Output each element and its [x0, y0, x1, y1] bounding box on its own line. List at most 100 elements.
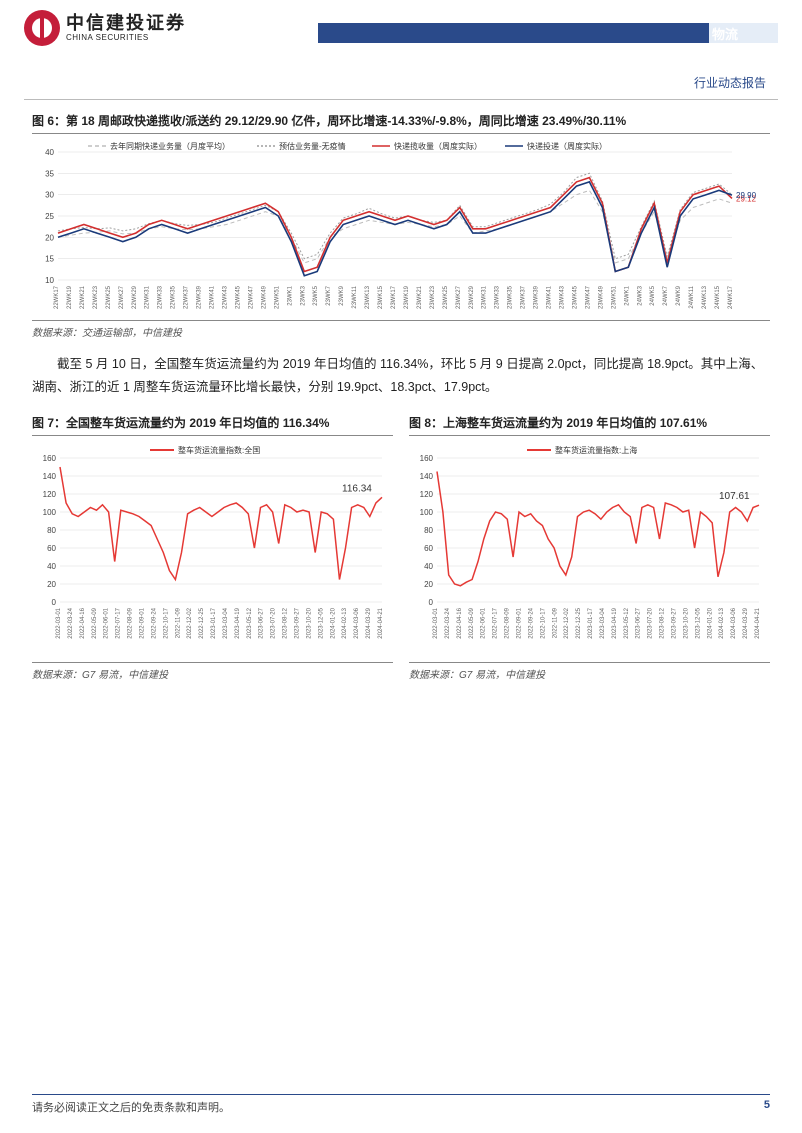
- svg-text:2022-05-09: 2022-05-09: [469, 607, 475, 638]
- svg-text:23WK17: 23WK17: [391, 285, 397, 309]
- svg-text:2023-12-05: 2023-12-05: [695, 607, 701, 638]
- svg-text:2023-07-20: 2023-07-20: [648, 607, 654, 638]
- svg-text:2022-12-25: 2022-12-25: [576, 607, 582, 638]
- category-label: 物流: [712, 24, 738, 43]
- fig8-svg: 020406080100120140160整车货运流量指数:上海107.6120…: [409, 440, 769, 660]
- svg-text:22WK35: 22WK35: [171, 285, 177, 309]
- svg-text:23WK51: 23WK51: [611, 285, 617, 309]
- svg-text:23WK9: 23WK9: [339, 285, 345, 305]
- svg-text:25: 25: [45, 212, 54, 221]
- svg-text:22WK47: 22WK47: [248, 285, 254, 309]
- svg-text:2022-09-24: 2022-09-24: [151, 607, 157, 638]
- svg-text:24WK7: 24WK7: [663, 285, 669, 305]
- page-footer: 请务必阅读正文之后的免责条款和声明。 5: [32, 1094, 770, 1115]
- svg-text:2023-10-20: 2023-10-20: [683, 607, 689, 638]
- svg-text:整车货运流量指数:全国: 整车货运流量指数:全国: [178, 445, 260, 455]
- svg-text:2024-02-13: 2024-02-13: [342, 607, 348, 638]
- fig7-chart: 020406080100120140160整车货运流量指数:全国116.3420…: [32, 440, 393, 660]
- svg-text:2023-08-12: 2023-08-12: [283, 607, 289, 638]
- svg-text:2022-07-17: 2022-07-17: [116, 607, 122, 638]
- svg-text:24WK9: 24WK9: [676, 285, 682, 305]
- report-header: 中信建投证券 CHINA SECURITIES 物流: [0, 0, 802, 68]
- svg-text:2022-07-17: 2022-07-17: [493, 607, 499, 638]
- svg-text:22WK51: 22WK51: [274, 285, 280, 309]
- svg-text:2023-03-04: 2023-03-04: [600, 607, 606, 638]
- svg-text:24WK15: 24WK15: [715, 285, 721, 309]
- fig7-title: 图 7：全国整车货运流量约为 2019 年日均值的 116.34%: [32, 408, 393, 436]
- svg-text:22WK37: 22WK37: [184, 285, 190, 309]
- svg-text:22WK19: 22WK19: [67, 285, 73, 309]
- logo-icon: [24, 10, 60, 46]
- svg-text:2022-05-09: 2022-05-09: [92, 607, 98, 638]
- svg-text:2023-08-12: 2023-08-12: [660, 607, 666, 638]
- fig7-column: 图 7：全国整车货运流量约为 2019 年日均值的 116.34% 020406…: [32, 408, 393, 681]
- svg-text:2024-04-21: 2024-04-21: [755, 607, 761, 638]
- svg-text:160: 160: [420, 454, 434, 463]
- svg-text:2024-04-21: 2024-04-21: [378, 607, 384, 638]
- svg-text:2022-11-09: 2022-11-09: [552, 607, 558, 638]
- svg-text:23WK23: 23WK23: [430, 285, 436, 309]
- svg-text:140: 140: [420, 472, 434, 481]
- svg-text:23WK27: 23WK27: [456, 285, 462, 309]
- svg-text:2022-06-01: 2022-06-01: [104, 607, 110, 638]
- svg-text:23WK5: 23WK5: [313, 285, 319, 305]
- svg-text:2022-09-01: 2022-09-01: [139, 607, 145, 638]
- fig6-source: 数据来源：交通运输部，中信建投: [32, 320, 770, 339]
- svg-text:快递投递（周度实际）: 快递投递（周度实际）: [527, 141, 607, 151]
- svg-text:22WK23: 22WK23: [93, 285, 99, 309]
- svg-text:24WK5: 24WK5: [650, 285, 656, 305]
- svg-text:23WK31: 23WK31: [482, 285, 488, 309]
- logo-text-cn: 中信建投证券: [66, 14, 186, 34]
- svg-text:23WK3: 23WK3: [300, 285, 306, 305]
- fig6-svg: 10152025303540去年同期快递业务量（月度平均）预估业务量-无疫情快递…: [32, 138, 770, 318]
- svg-text:2022-12-25: 2022-12-25: [199, 607, 205, 638]
- svg-text:2024-01-20: 2024-01-20: [330, 607, 336, 638]
- svg-text:22WK21: 22WK21: [80, 285, 86, 309]
- svg-text:2022-06-01: 2022-06-01: [481, 607, 487, 638]
- footer-rule: [32, 1094, 770, 1095]
- svg-text:35: 35: [45, 169, 54, 178]
- svg-text:2023-09-27: 2023-09-27: [295, 607, 301, 638]
- svg-text:60: 60: [424, 544, 433, 553]
- svg-text:2023-04-19: 2023-04-19: [235, 607, 241, 638]
- svg-text:0: 0: [52, 598, 57, 607]
- svg-text:22WK33: 22WK33: [158, 285, 164, 309]
- fig7-svg: 020406080100120140160整车货运流量指数:全国116.3420…: [32, 440, 392, 660]
- svg-text:23WK19: 23WK19: [404, 285, 410, 309]
- svg-text:10: 10: [45, 276, 54, 285]
- disclaimer-text: 请务必阅读正文之后的免责条款和声明。: [32, 1099, 230, 1115]
- svg-text:22WK29: 22WK29: [132, 285, 138, 309]
- svg-text:去年同期快递业务量（月度平均）: 去年同期快递业务量（月度平均）: [110, 141, 230, 151]
- svg-text:107.61: 107.61: [719, 491, 750, 502]
- svg-text:22WK45: 22WK45: [235, 285, 241, 309]
- svg-text:2023-06-27: 2023-06-27: [636, 607, 642, 638]
- body-paragraph: 截至 5 月 10 日，全国整车货运流量约为 2019 年日均值的 116.34…: [32, 353, 770, 398]
- two-column-charts: 图 7：全国整车货运流量约为 2019 年日均值的 116.34% 020406…: [32, 408, 770, 681]
- svg-text:0: 0: [429, 598, 434, 607]
- svg-text:2022-09-24: 2022-09-24: [528, 607, 534, 638]
- svg-text:24WK11: 24WK11: [689, 285, 695, 308]
- svg-text:24WK13: 24WK13: [702, 285, 708, 309]
- svg-text:预估业务量-无疫情: 预估业务量-无疫情: [279, 141, 346, 151]
- svg-text:2023-12-05: 2023-12-05: [318, 607, 324, 638]
- svg-text:2022-03-24: 2022-03-24: [68, 607, 74, 638]
- svg-text:2024-03-29: 2024-03-29: [743, 607, 749, 638]
- svg-text:2024-03-29: 2024-03-29: [366, 607, 372, 638]
- svg-text:40: 40: [424, 562, 433, 571]
- svg-text:22WK27: 22WK27: [119, 285, 125, 309]
- svg-text:23WK7: 23WK7: [326, 285, 332, 305]
- svg-text:快递揽收量（周度实际）: 快递揽收量（周度实际）: [394, 141, 482, 151]
- svg-text:23WK33: 23WK33: [495, 285, 501, 309]
- svg-text:116.34: 116.34: [342, 483, 372, 494]
- svg-text:23WK47: 23WK47: [585, 285, 591, 309]
- svg-text:22WK25: 22WK25: [106, 285, 112, 309]
- svg-text:24WK1: 24WK1: [624, 285, 630, 305]
- header-stripe: 物流: [318, 22, 778, 44]
- svg-text:80: 80: [47, 526, 56, 535]
- svg-text:22WK31: 22WK31: [145, 285, 151, 309]
- svg-text:2022-08-09: 2022-08-09: [128, 607, 134, 638]
- svg-text:29.90: 29.90: [736, 191, 757, 200]
- svg-text:2023-07-20: 2023-07-20: [271, 607, 277, 638]
- svg-text:23WK15: 23WK15: [378, 285, 384, 309]
- svg-text:23WK41: 23WK41: [547, 285, 553, 309]
